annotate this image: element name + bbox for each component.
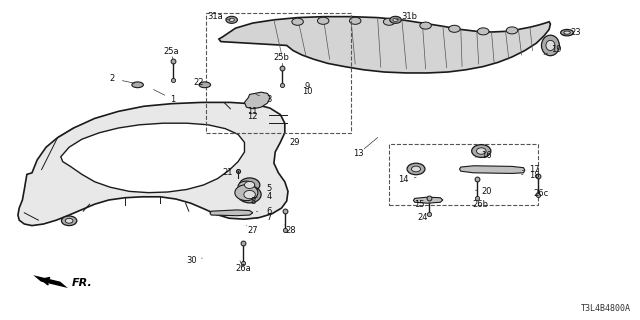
Ellipse shape [477,28,489,35]
Text: 26b: 26b [472,200,488,209]
Text: 15: 15 [414,200,424,209]
Text: 29: 29 [289,138,300,147]
Ellipse shape [546,40,555,51]
Text: 1: 1 [170,95,175,104]
Ellipse shape [229,18,234,21]
Ellipse shape [238,181,255,191]
Text: 13: 13 [353,149,364,158]
Ellipse shape [65,218,73,223]
Ellipse shape [393,18,398,21]
Ellipse shape [390,16,401,23]
Text: 12: 12 [248,112,258,121]
Ellipse shape [407,163,425,175]
Text: 27: 27 [248,226,258,235]
Text: 30: 30 [187,256,197,265]
Polygon shape [413,197,443,203]
Polygon shape [244,92,270,109]
Text: 4: 4 [266,192,271,201]
Text: T3L4B4800A: T3L4B4800A [580,304,630,313]
Text: 6: 6 [266,207,271,216]
Text: 9: 9 [305,82,310,91]
Text: 11: 11 [248,107,258,116]
Ellipse shape [420,22,431,29]
Ellipse shape [317,17,329,24]
Text: 23: 23 [571,28,581,36]
Polygon shape [61,123,244,193]
Text: 5: 5 [266,184,271,193]
Text: 22: 22 [193,78,204,87]
Ellipse shape [412,166,420,172]
Ellipse shape [132,82,143,88]
Text: 3: 3 [266,95,271,104]
Polygon shape [460,166,525,173]
Text: 2: 2 [109,74,115,83]
Ellipse shape [472,145,491,157]
Ellipse shape [564,31,570,34]
Text: 10: 10 [302,87,312,96]
Text: 8: 8 [250,197,255,206]
Ellipse shape [239,178,260,192]
Text: 16: 16 [481,151,492,160]
Text: FR.: FR. [72,278,92,288]
Ellipse shape [476,148,486,154]
Polygon shape [33,275,68,288]
Text: 31b: 31b [402,12,418,21]
Text: 14: 14 [398,175,408,184]
Text: 19: 19 [552,45,562,54]
Ellipse shape [244,181,255,188]
Text: 20: 20 [481,188,492,196]
Text: 24: 24 [417,213,428,222]
Text: 25b: 25b [274,53,289,62]
Polygon shape [219,17,550,73]
Ellipse shape [506,27,518,34]
Polygon shape [210,210,253,216]
Ellipse shape [541,35,559,56]
Ellipse shape [238,186,261,203]
Polygon shape [18,102,288,226]
Ellipse shape [349,17,361,24]
Ellipse shape [235,185,258,201]
Text: 17: 17 [529,165,540,174]
Text: 31a: 31a [207,12,223,21]
Text: 7: 7 [266,213,271,222]
Ellipse shape [61,216,77,226]
Text: 18: 18 [529,171,540,180]
Ellipse shape [226,16,237,23]
Ellipse shape [292,18,303,25]
Ellipse shape [244,190,255,199]
Ellipse shape [199,82,211,88]
Text: 26a: 26a [236,264,251,273]
Ellipse shape [383,18,395,25]
Text: 28: 28 [286,226,296,235]
Ellipse shape [561,29,573,36]
Text: 25a: 25a [164,47,179,56]
Ellipse shape [449,25,460,32]
Text: 26c: 26c [533,189,548,198]
Text: 21: 21 [222,168,232,177]
